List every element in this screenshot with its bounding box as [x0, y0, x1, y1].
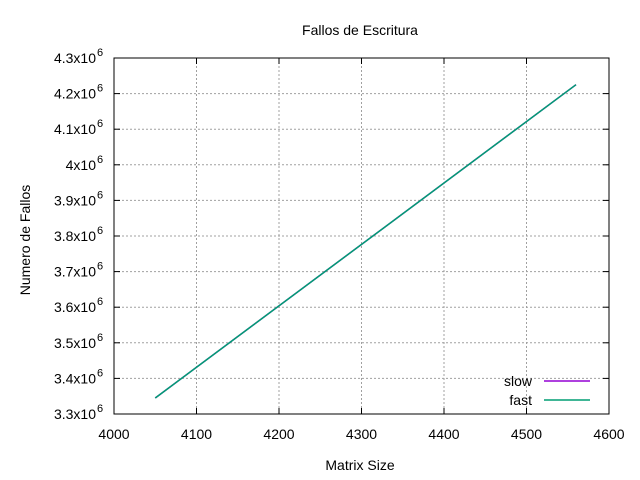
chart-title: Fallos de Escritura [302, 22, 418, 38]
x-tick-label: 4300 [346, 426, 377, 442]
y-axis-label: Numero de Fallos [17, 185, 33, 296]
y-tick-label: 3.9x10 [54, 192, 96, 208]
y-tick-exponent: 6 [97, 118, 103, 130]
y-tick-exponent: 6 [97, 189, 103, 201]
y-tick-label: 3.4x10 [54, 370, 96, 386]
x-tick-label: 4600 [593, 426, 624, 442]
y-tick-label: 3.7x10 [54, 264, 96, 280]
y-tick-label: 4.1x10 [54, 121, 96, 137]
series-lines [154, 84, 577, 399]
x-tick-label: 4000 [98, 426, 129, 442]
x-tick-label: 4400 [428, 426, 459, 442]
legend-label-fast: fast [509, 392, 532, 408]
y-tick-label: 4.3x10 [54, 50, 96, 66]
y-tick-exponent: 6 [97, 296, 103, 308]
x-tick-label: 4100 [181, 426, 212, 442]
y-tick-label: 4.2x10 [54, 86, 96, 102]
y-tick-exponent: 6 [97, 47, 103, 59]
y-tick-label: 3.3x10 [54, 406, 96, 422]
axis-ticks [113, 57, 610, 415]
y-tick-label: 3.5x10 [54, 335, 96, 351]
series-line-fast [154, 84, 577, 399]
y-tick-exponent: 6 [97, 367, 103, 379]
y-tick-exponent: 6 [97, 154, 103, 166]
y-tick-label: 4x10 [66, 157, 97, 173]
y-tick-exponent: 6 [97, 261, 103, 273]
legend-label-slow: slow [504, 373, 533, 389]
x-tick-label: 4200 [263, 426, 294, 442]
x-axis-label: Matrix Size [325, 457, 394, 473]
y-tick-exponent: 6 [97, 83, 103, 95]
y-tick-label: 3.6x10 [54, 299, 96, 315]
x-tick-label: 4500 [511, 426, 542, 442]
legend: slow fast [504, 373, 590, 408]
grid [114, 58, 609, 414]
y-tick-label: 3.8x10 [54, 228, 96, 244]
y-tick-exponent: 6 [97, 332, 103, 344]
y-tick-exponent: 6 [97, 403, 103, 415]
y-tick-exponent: 6 [97, 225, 103, 237]
